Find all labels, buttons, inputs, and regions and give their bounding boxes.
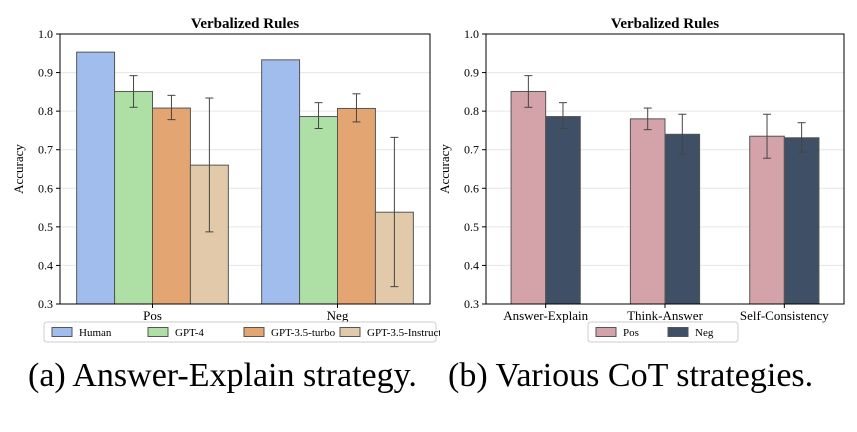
bar-neg-answer-explain — [545, 116, 581, 305]
bar-neg-self-consistency — [783, 137, 820, 305]
y-axis-label: Accuracy — [440, 144, 452, 194]
y-axis-label: Accuracy — [11, 144, 26, 194]
legend-swatch-pos — [595, 327, 617, 337]
y-tick-label: 1.0 — [464, 27, 479, 41]
x-tick-label: Self-Consistency — [740, 308, 829, 323]
legend-swatch-gpt-3-5-instruct — [339, 327, 361, 337]
legend-swatch-gpt-3-5-turbo — [243, 327, 265, 337]
bar-gpt-4-pos — [114, 90, 153, 305]
bar-pos-self-consistency — [749, 135, 785, 305]
bar-gpt-3-5-turbo-neg — [337, 107, 376, 305]
legend-box — [587, 321, 739, 343]
axes-frame — [485, 33, 845, 305]
legend-swatch-neg — [667, 327, 689, 337]
y-tick-label: 0.6 — [464, 181, 479, 195]
bar-neg-think-answer — [664, 133, 701, 305]
caption-b: (b) Various CoT strategies. — [448, 357, 814, 394]
caption-a: (a) Answer-Explain strategy. — [28, 357, 417, 394]
chart-answer-explain: 0.3 0.4 0.5 0.6 0.7 0.8 0.9 1.0 Pos Neg Verbalized… — [11, 16, 440, 343]
legend-label-pos: Pos — [623, 327, 639, 339]
y-tick-label: 0.9 — [464, 66, 479, 80]
y-tick-label: 0.9 — [38, 66, 53, 80]
y-tick-label: 0.7 — [464, 143, 479, 157]
chart-title: Verbalized Rules — [191, 16, 299, 32]
legend-label-neg: Neg — [695, 327, 714, 339]
chart-cot-strategies: 0.3 0.4 0.5 0.6 0.7 0.8 0.9 1.0 Answer-Explain Th… — [440, 16, 845, 343]
bar-human-pos — [76, 51, 116, 305]
bar-gpt-3-5-turbo-pos — [152, 107, 191, 305]
legend-label-gpt-3-5-turbo: GPT-3.5-turbo — [271, 327, 336, 339]
legend-swatch-gpt-4 — [147, 327, 169, 337]
legend-swatch-human — [51, 327, 73, 337]
y-tick-label: 0.4 — [38, 258, 53, 272]
legend-label-human: Human — [79, 327, 112, 339]
bar-human-neg — [261, 59, 301, 305]
chart-title: Verbalized Rules — [611, 16, 719, 32]
axes-frame — [59, 33, 431, 305]
x-tick-label: Think-Answer — [627, 308, 703, 323]
y-tick-label: 0.5 — [38, 220, 53, 234]
x-tick-label: Neg — [327, 308, 349, 323]
y-tick-label: 0.8 — [464, 104, 479, 118]
y-tick-label: 0.8 — [38, 104, 53, 118]
y-tick-label: 1.0 — [38, 27, 53, 41]
x-tick-label: Pos — [143, 308, 162, 323]
y-tick-label: 0.7 — [38, 143, 53, 157]
legend-label-gpt-4: GPT-4 — [175, 327, 204, 339]
y-tick-label: 0.3 — [464, 297, 479, 311]
y-tick-label: 0.3 — [38, 297, 53, 311]
x-tick-label: Answer-Explain — [503, 308, 588, 323]
bar-gpt-4-neg — [299, 116, 339, 305]
y-tick-label: 0.4 — [464, 258, 479, 272]
legend-box — [43, 321, 437, 343]
y-tick-label: 0.5 — [464, 220, 479, 234]
legend-label-gpt-3-5-instruct: GPT-3.5-Instruct — [367, 327, 440, 339]
y-tick-label: 0.6 — [38, 181, 53, 195]
bar-pos-answer-explain — [510, 90, 547, 305]
bar-pos-think-answer — [629, 118, 666, 305]
